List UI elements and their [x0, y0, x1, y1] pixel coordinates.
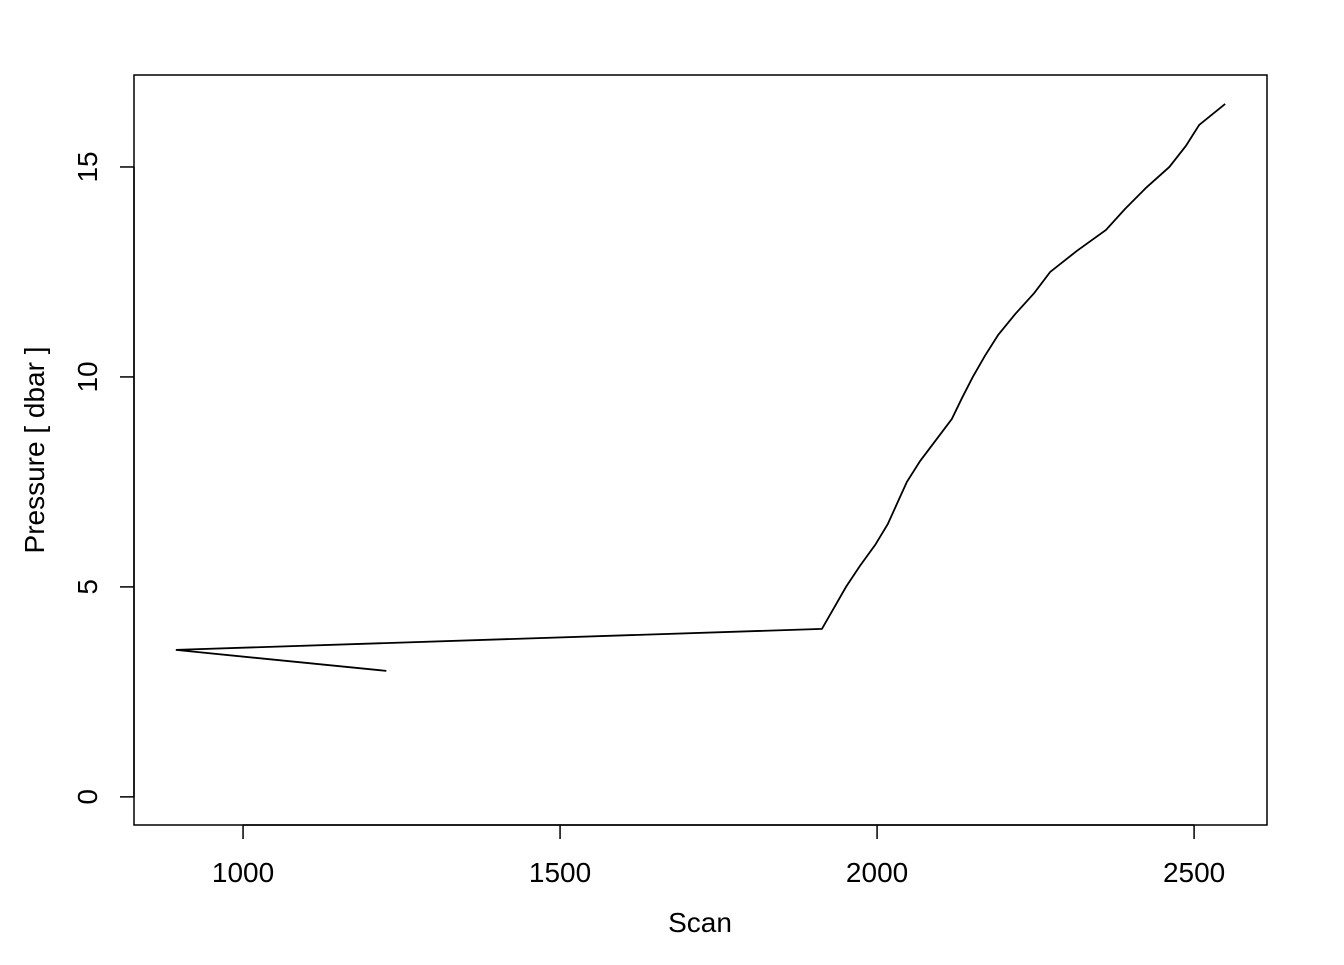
x-tick-label: 2000	[846, 857, 908, 888]
y-tick-label: 10	[72, 361, 103, 392]
y-tick-label: 5	[72, 579, 103, 595]
y-tick-label: 15	[72, 151, 103, 182]
x-axis-label: Scan	[668, 907, 732, 938]
x-axis: 1000 1500 2000 2500	[212, 824, 1225, 888]
y-tick-label: 0	[72, 789, 103, 805]
x-tick-label: 1000	[212, 857, 274, 888]
x-tick-label: 2500	[1163, 857, 1225, 888]
x-tick-label: 1500	[529, 857, 591, 888]
y-axis: 0 5 10 15	[72, 151, 135, 805]
series-line	[175, 103, 1226, 672]
y-axis-label: Pressure [ dbar ]	[19, 347, 50, 554]
plot-frame	[133, 74, 1268, 826]
